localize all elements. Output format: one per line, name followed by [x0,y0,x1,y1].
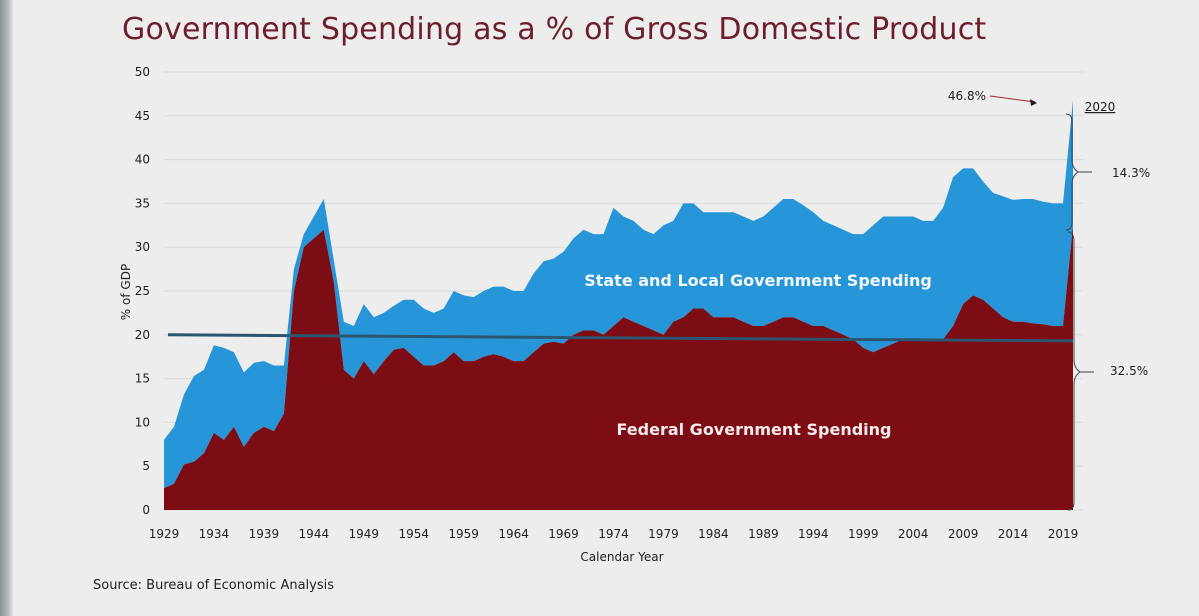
x-tick-label: 2019 [1048,527,1079,541]
y-tick-label: 10 [135,415,150,429]
y-axis-ticks: 0 5 10 15 20 25 30 35 40 45 50 [135,65,150,517]
x-axis-label: Calendar Year [580,550,663,564]
x-tick-label: 2009 [948,527,979,541]
y-tick-label: 0 [142,503,150,517]
x-tick-label: 1984 [698,527,729,541]
y-tick-label: 5 [142,459,150,473]
x-tick-label: 1969 [548,527,579,541]
y-tick-label: 35 [135,196,150,210]
x-tick-label: 1929 [149,527,180,541]
y-tick-label: 25 [135,284,150,298]
y-tick-label: 30 [135,240,150,254]
x-tick-label: 2004 [898,527,929,541]
x-tick-label: 1964 [498,527,529,541]
x-tick-label: 1979 [648,527,679,541]
screen-bezel [0,0,14,616]
x-tick-label: 2014 [998,527,1029,541]
x-tick-label: 1944 [299,527,330,541]
x-tick-label: 1959 [448,527,479,541]
state-local-area-label: State and Local Government Spending [584,271,932,290]
x-tick-label: 1994 [798,527,829,541]
x-tick-label: 1934 [199,527,230,541]
x-axis-ticks: 1929 1934 1939 1944 1949 1954 1959 1964 1969 1974… [149,527,1079,541]
source-note: Source: Bureau of Economic Analysis [93,578,335,593]
x-tick-label: 1939 [249,527,280,541]
x-tick-label: 1999 [848,527,879,541]
y-axis-label: % of GDP [119,264,133,320]
year-2020-label: 2020 [1085,100,1116,114]
reference-line-group [167,333,1074,343]
x-tick-label: 1954 [398,527,429,541]
y-tick-label: 40 [135,153,150,167]
state-local-spending-area [164,100,1073,489]
y-tick-label: 45 [135,109,150,123]
y-tick-label: 15 [135,372,150,386]
x-tick-label: 1949 [349,527,380,541]
annotations [989,95,1094,511]
federal-area-label: Federal Government Spending [617,420,892,439]
state-local-share-label: 14.3% [1112,166,1150,180]
y-tick-label: 50 [135,65,150,79]
peak-value-label: 46.8% [948,89,986,103]
federal-spending-area [164,225,1073,511]
peak-pointer-arrowhead [1030,99,1037,107]
federal-share-label: 32.5% [1110,364,1148,378]
x-tick-label: 1989 [748,527,779,541]
y-tick-label: 20 [135,328,150,342]
reference-line [167,333,1074,343]
x-tick-label: 1974 [598,527,629,541]
peak-pointer-line [989,95,1036,103]
chart-title: Government Spending as a % of Gross Dome… [122,12,987,47]
area-series [164,100,1073,511]
